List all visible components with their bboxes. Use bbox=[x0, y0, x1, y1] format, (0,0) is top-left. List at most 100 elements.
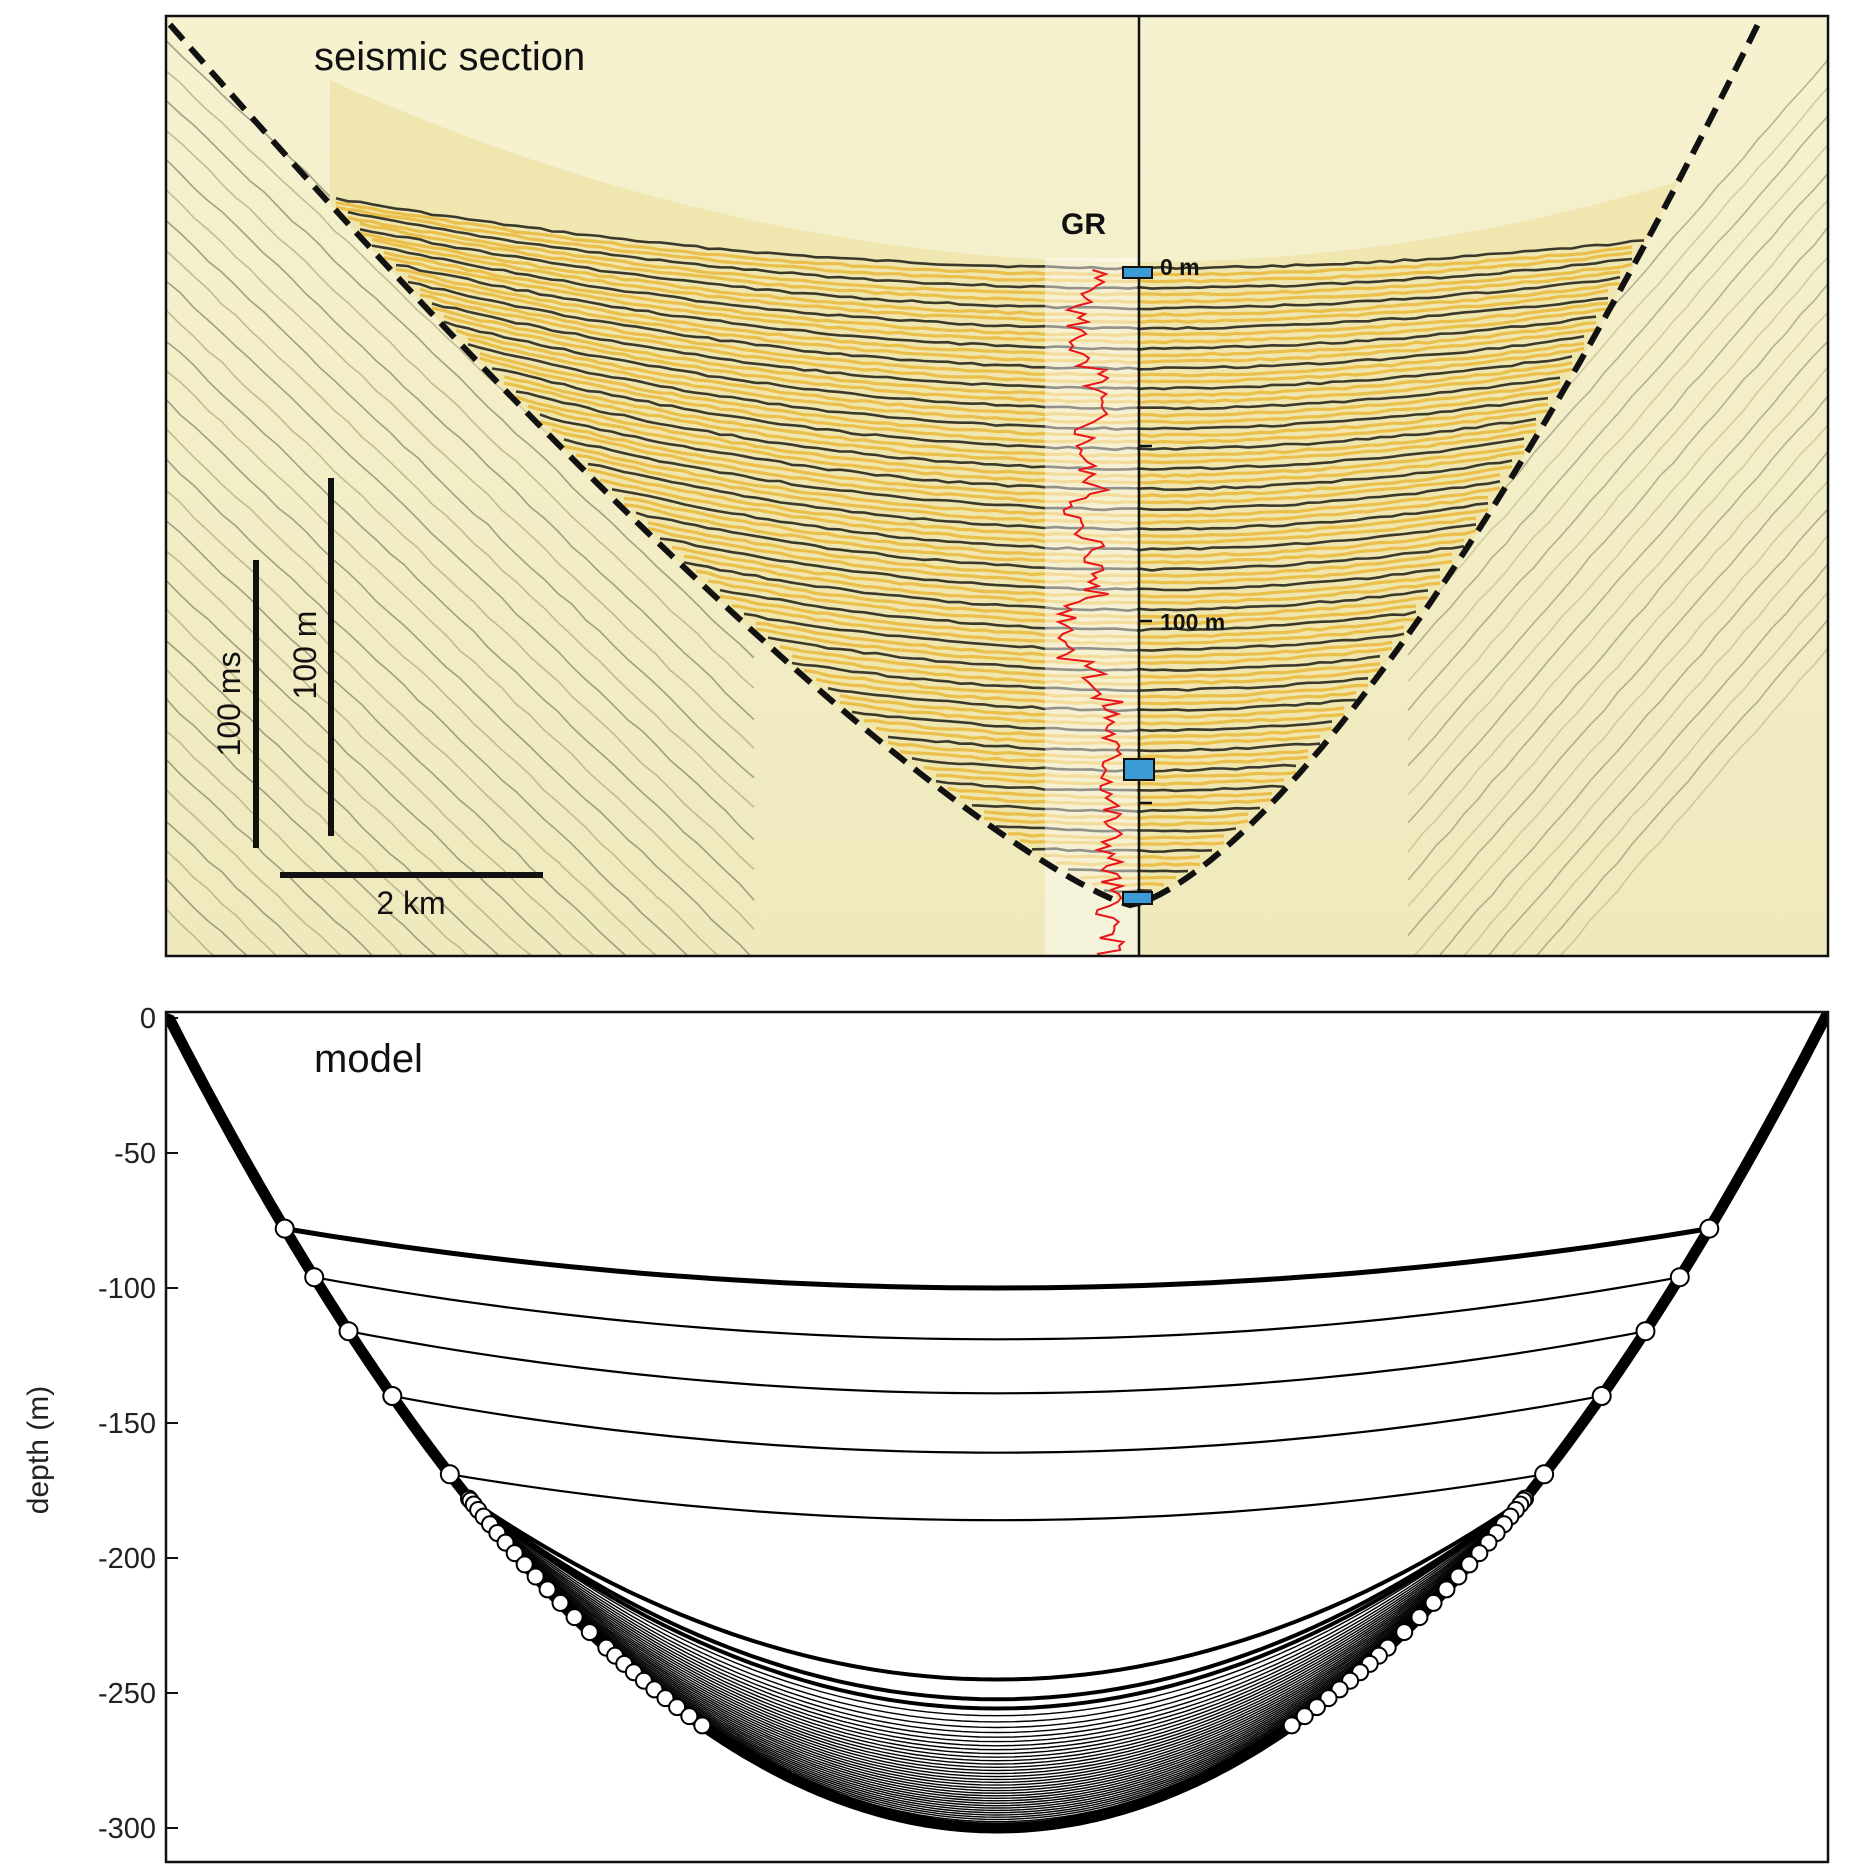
surface-line bbox=[449, 1473, 1545, 1522]
basin-reflector bbox=[551, 427, 1501, 505]
basin-reflector bbox=[863, 719, 1333, 740]
lower-package-line bbox=[547, 1588, 1447, 1789]
basin-reflector bbox=[803, 668, 1369, 699]
flank-reflector bbox=[166, 280, 755, 841]
basin-reflector bbox=[335, 205, 1633, 284]
basin-reflector bbox=[443, 314, 1573, 405]
flank-reflector bbox=[1407, 395, 1828, 881]
lower-endpoint-right bbox=[1437, 1580, 1456, 1599]
basin-reflector bbox=[1055, 861, 1201, 867]
flank-reflector bbox=[166, 219, 755, 779]
lower-endpoint-right bbox=[1395, 1623, 1414, 1642]
flank-reflector bbox=[1407, 340, 1828, 824]
basin-reflector bbox=[419, 287, 1585, 378]
flank-reflector bbox=[1407, 312, 1828, 796]
basin-reflector bbox=[851, 710, 1333, 733]
surface-line bbox=[314, 1276, 1680, 1341]
flank-reflector bbox=[166, 668, 469, 956]
flank-reflector bbox=[166, 428, 720, 956]
flank-reflector bbox=[1462, 534, 1828, 956]
lower-endpoint-right bbox=[1307, 1698, 1326, 1717]
flank-reflector bbox=[166, 340, 755, 901]
flank-reflector bbox=[1407, 143, 1828, 628]
basin-reflector bbox=[371, 237, 1609, 325]
lower-package-line bbox=[489, 1523, 1505, 1751]
basin-reflector bbox=[515, 395, 1525, 479]
basin-reflector bbox=[911, 757, 1297, 773]
lower-package-line bbox=[496, 1532, 1498, 1758]
flank-reflector bbox=[1558, 647, 1828, 956]
lower-package-line bbox=[493, 1527, 1501, 1755]
basin-reflector bbox=[683, 554, 1441, 606]
surface-endpoint-left bbox=[274, 1218, 295, 1239]
basin-reflector bbox=[947, 786, 1273, 800]
upper-surfaces bbox=[284, 1226, 1710, 1522]
lower-package-line bbox=[560, 1602, 1434, 1794]
seismic-frame bbox=[164, 14, 1830, 958]
basin-reflector bbox=[587, 462, 1489, 532]
basin-reflector bbox=[731, 603, 1405, 646]
gr-label: GR bbox=[1061, 208, 1106, 241]
lower-package-line bbox=[468, 1497, 1526, 1702]
basin-reflector bbox=[539, 420, 1513, 499]
basin-reflector bbox=[503, 375, 1537, 458]
surface-endpoint-left bbox=[338, 1321, 359, 1342]
y-tick-label: 0 bbox=[140, 1003, 156, 1035]
basin-reflector bbox=[875, 726, 1321, 746]
seismic-section-panel: 0 m 100 m GR seismic section 100 ms 100 … bbox=[164, 14, 1830, 958]
basin-reflectors bbox=[335, 196, 1645, 900]
lower-package-line bbox=[524, 1563, 1470, 1778]
basin-reflector bbox=[683, 561, 1429, 613]
surface-endpoint-right bbox=[1591, 1386, 1612, 1406]
lower-package-line bbox=[505, 1542, 1489, 1765]
lower-package-line bbox=[477, 1509, 1517, 1734]
lower-package-line bbox=[597, 1639, 1397, 1807]
basin-reflector bbox=[527, 404, 1525, 485]
flank-reflector bbox=[1438, 508, 1828, 956]
basin-reflector bbox=[563, 438, 1501, 512]
well-log-band bbox=[1045, 258, 1137, 956]
lower-package-line bbox=[589, 1631, 1405, 1805]
lower-endpoint-left bbox=[668, 1698, 687, 1717]
depth-label-0: 0 m bbox=[1160, 254, 1200, 280]
surface-endpoint-left bbox=[382, 1386, 403, 1406]
y-axis-label: depth (m) bbox=[22, 1386, 55, 1514]
lower-package-line bbox=[475, 1506, 1519, 1729]
basin-reflector bbox=[971, 804, 1261, 813]
basin-reflector bbox=[983, 810, 1249, 820]
well-marker-top bbox=[1122, 266, 1153, 279]
basin-reflector bbox=[443, 320, 1561, 411]
basin-floor-curve bbox=[166, 1012, 1828, 1834]
basin-reflector bbox=[623, 503, 1465, 565]
flank-reflector bbox=[166, 129, 755, 689]
lower-endpoint-left bbox=[580, 1623, 599, 1642]
flank-reflector bbox=[166, 520, 628, 956]
basin-reflector bbox=[647, 521, 1453, 578]
flank-reflector bbox=[166, 788, 343, 956]
surface-endpoint-left bbox=[439, 1464, 460, 1485]
basin-reflector bbox=[575, 453, 1489, 525]
flank-reflector bbox=[166, 458, 690, 956]
lower-package-line bbox=[614, 1655, 1380, 1812]
basin-reflector bbox=[491, 367, 1537, 452]
lower-package-line bbox=[623, 1663, 1371, 1814]
flank-reflector bbox=[166, 99, 755, 659]
basin-reflector bbox=[815, 677, 1357, 706]
lower-package-line bbox=[633, 1671, 1361, 1816]
lower-package-line bbox=[500, 1537, 1494, 1762]
basin-reflector bbox=[671, 545, 1441, 599]
flank-reflector bbox=[166, 158, 755, 721]
flank-reflector bbox=[1407, 283, 1828, 767]
lower-package-line bbox=[509, 1547, 1485, 1769]
y-tick-label: -150 bbox=[98, 1408, 156, 1440]
basin-reflector bbox=[839, 694, 1345, 719]
flank-reflector bbox=[1407, 226, 1828, 712]
lower-endpoint-left bbox=[565, 1608, 584, 1627]
depth-scale-label: 100 m bbox=[287, 611, 323, 700]
lower-package-line bbox=[467, 1496, 1527, 1682]
well-marker-mid bbox=[1123, 758, 1155, 781]
surface-line bbox=[284, 1226, 1710, 1291]
surface-endpoint-right bbox=[1635, 1321, 1656, 1342]
basin-reflector bbox=[755, 627, 1393, 666]
gr-log-curve bbox=[1055, 269, 1127, 955]
